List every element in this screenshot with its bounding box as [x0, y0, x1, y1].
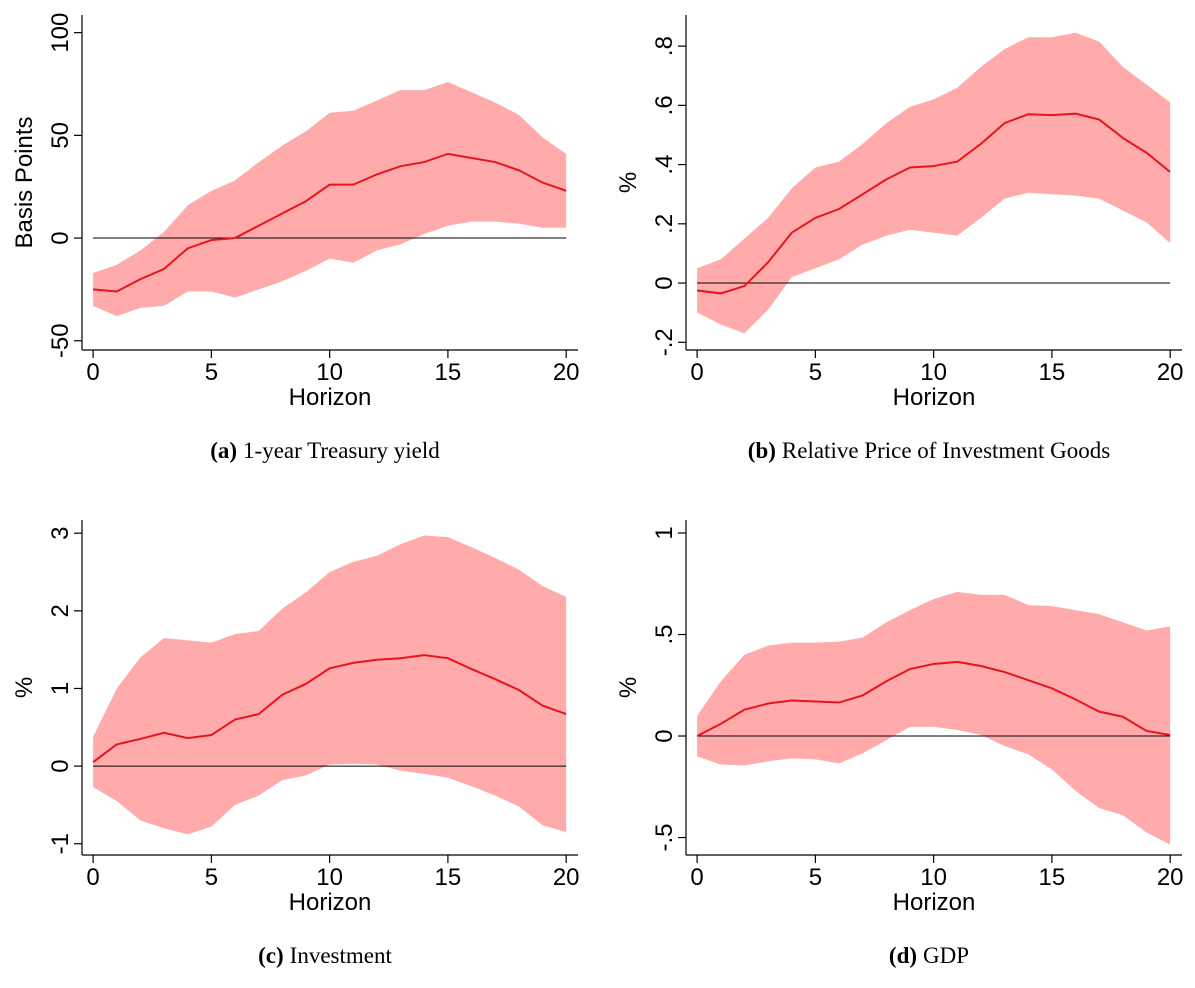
caption-label: (d): [889, 943, 917, 968]
estimate-line: [92, 654, 567, 764]
caption-text: Investment: [290, 943, 393, 968]
y-tick-label: 100: [47, 13, 74, 53]
y-tick-label: .4: [651, 155, 678, 175]
y-tick-label: .5: [651, 625, 678, 645]
y-tick-label: 0: [651, 729, 678, 742]
x-axis-label: Horizon: [893, 889, 976, 916]
y-tick-label: 2: [47, 604, 74, 617]
y-tick-label: .2: [651, 214, 678, 234]
x-tick-label: 20: [1157, 359, 1184, 386]
y-axis-label: %: [615, 172, 642, 193]
caption-label: (b): [748, 438, 776, 463]
x-tick-label: 15: [435, 864, 462, 891]
caption: (a) 1-year Treasury yield: [210, 438, 440, 463]
y-tick-label: 3: [47, 527, 74, 540]
x-tick-label: 15: [1039, 864, 1066, 891]
y-tick-label: .8: [651, 36, 678, 56]
x-tick-label: 10: [316, 359, 343, 386]
x-tick-label: 20: [1157, 864, 1184, 891]
x-tick-label: 0: [690, 864, 703, 891]
y-tick-label: .6: [651, 95, 678, 115]
x-tick-label: 10: [920, 359, 947, 386]
y-tick-label: 0: [47, 759, 74, 772]
x-axis-label: Horizon: [289, 384, 372, 411]
y-tick-label: 1: [651, 526, 678, 539]
y-axis-label: Basis Points: [11, 116, 38, 248]
y-tick-label: -.2: [651, 328, 678, 356]
x-tick-label: 20: [553, 359, 580, 386]
caption-label: (a): [210, 438, 237, 463]
x-tick-label: 15: [435, 359, 462, 386]
panel: 0 5 10 15 20 -.5 0 .5 1 Horizon% (d) GDP: [615, 520, 1184, 968]
x-tick-label: 5: [205, 359, 218, 386]
x-tick-label: 15: [1039, 359, 1066, 386]
x-tick-label: 5: [205, 864, 218, 891]
caption-label: (c): [258, 943, 284, 968]
panel: 0 5 10 15 20 -1 0 1 2 3 Horizon% (c) Investment: [11, 520, 580, 968]
x-tick-label: 0: [86, 864, 99, 891]
x-tick-label: 0: [86, 359, 99, 386]
panel: 0 5 10 15 20 -.2 0 .2 .4 .6 .8 Horizon% (b) Relative …: [615, 15, 1184, 463]
confidence-band: [93, 535, 567, 835]
y-tick-label: -50: [47, 323, 74, 358]
confidence-band: [93, 81, 567, 317]
x-tick-label: 0: [690, 359, 703, 386]
y-tick-label: -1: [47, 833, 74, 854]
y-tick-label: 0: [651, 276, 678, 289]
y-tick-label: 1: [47, 682, 74, 695]
y-tick-label: 50: [47, 122, 74, 149]
estimate-line: [696, 660, 1171, 737]
x-axis-label: Horizon: [893, 384, 976, 411]
caption-text: Relative Price of Investment Goods: [782, 438, 1110, 463]
y-tick-label: -.5: [651, 824, 678, 852]
panel: 0 5 10 15 20 -50 0 50 100 Horizon Basis Points (a) 1…: [11, 13, 580, 463]
caption: (c) Investment: [258, 943, 392, 968]
y-axis-label: %: [615, 677, 642, 698]
confidence-band: [697, 591, 1171, 845]
confidence-band: [697, 32, 1171, 334]
caption-text: 1-year Treasury yield: [243, 438, 440, 463]
caption: (d) GDP: [889, 943, 969, 968]
x-tick-label: 5: [809, 864, 822, 891]
estimate-line: [93, 152, 567, 293]
x-tick-label: 10: [920, 864, 947, 891]
x-tick-label: 10: [316, 864, 343, 891]
x-tick-label: 20: [553, 864, 580, 891]
x-tick-label: 5: [809, 359, 822, 386]
x-axis-label: Horizon: [289, 889, 372, 916]
y-axis-label: %: [11, 677, 38, 698]
estimate-line: [696, 112, 1171, 295]
y-tick-label: 0: [47, 231, 74, 244]
caption-text: GDP: [923, 943, 969, 968]
caption: (b) Relative Price of Investment Goods: [748, 438, 1110, 463]
